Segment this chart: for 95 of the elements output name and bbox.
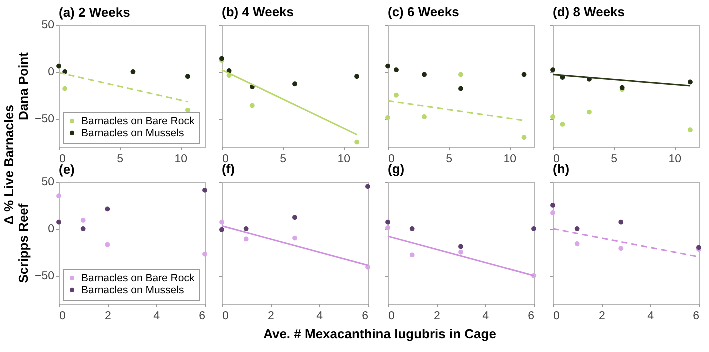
x-tick-label: 4	[316, 310, 324, 322]
point	[80, 226, 86, 232]
point	[386, 64, 390, 69]
point	[550, 68, 556, 72]
y-tick-label: 0	[48, 223, 54, 236]
point	[186, 74, 190, 80]
point	[366, 264, 370, 270]
point	[202, 188, 208, 193]
x-tick-label: 0	[554, 310, 560, 322]
x-tick-label: 6	[528, 310, 534, 322]
point	[550, 210, 556, 216]
point	[386, 115, 390, 120]
point	[250, 103, 255, 108]
point	[386, 220, 390, 225]
x-tick-label: 0	[222, 310, 229, 322]
point	[130, 69, 136, 74]
point	[532, 226, 536, 232]
x-tick-label: 10	[338, 154, 351, 166]
point	[105, 242, 110, 248]
point	[354, 74, 360, 80]
y-tick-label: 50	[42, 176, 54, 188]
x-tick-label: 10	[504, 154, 517, 166]
x-tick-label: 5	[611, 154, 618, 166]
x-tick-label: 10	[668, 154, 682, 166]
y-tick-label: 50	[42, 20, 54, 32]
x-tick-label: 4	[154, 310, 161, 322]
x-tick-label: 6	[693, 310, 700, 322]
point	[56, 194, 62, 199]
point	[560, 122, 566, 127]
point	[688, 128, 693, 133]
point	[202, 252, 208, 257]
point	[105, 206, 110, 212]
point	[244, 236, 249, 242]
chart-title: (d) 8 Weeks	[553, 4, 626, 20]
point	[587, 110, 592, 115]
x-tick-label: 6	[199, 310, 206, 322]
y-axis-title: Scripps Reef	[16, 203, 31, 284]
x-tick-label: 2	[268, 310, 274, 322]
point	[550, 114, 556, 120]
point	[422, 114, 427, 120]
point	[56, 64, 62, 69]
point	[220, 220, 224, 225]
text: Ave. # Mexacanthina lugubris in Cage	[264, 326, 496, 342]
point	[618, 220, 624, 225]
legend-label: Barnacles on Bare Rock	[82, 115, 196, 128]
x-tick-label: 4	[482, 310, 490, 322]
point	[366, 184, 370, 190]
x-tick-label: 2	[434, 310, 440, 322]
point	[386, 226, 390, 230]
point	[394, 92, 399, 98]
point	[292, 82, 298, 87]
x-tick-label: 2	[598, 310, 606, 322]
point	[574, 241, 580, 246]
point	[422, 72, 427, 78]
point	[354, 140, 360, 145]
point	[458, 244, 464, 250]
chart-title: (b) 4 Weeks	[222, 4, 294, 20]
chart-title: (a) 2 Weeks	[59, 5, 130, 20]
y-tick-label: −50	[34, 113, 54, 126]
legend-label: Barnacles on Bare Rock	[82, 272, 196, 284]
point	[522, 135, 527, 140]
point	[458, 86, 464, 92]
point	[244, 226, 249, 232]
text: Δ % Live Barnacles	[2, 105, 16, 225]
point	[80, 218, 86, 223]
point	[62, 86, 68, 92]
point	[618, 246, 624, 252]
y-tick-label: −50	[34, 270, 54, 282]
x-tick-label: 5	[280, 154, 287, 166]
legend-label: Barnacles on Mussels	[82, 127, 184, 140]
legend-label: Barnacles on Mussels	[82, 284, 184, 296]
chart-title: (c) 6 Weeks	[388, 4, 460, 20]
x-tick-label: 5	[446, 154, 453, 166]
x-tick-label: 5	[117, 154, 124, 166]
y-tick-label: 0	[48, 66, 54, 78]
point	[220, 227, 224, 232]
point	[688, 80, 693, 85]
x-tick-label: 6	[362, 310, 368, 322]
point	[550, 203, 556, 208]
point	[394, 68, 399, 72]
x-tick-label: 2	[104, 310, 112, 322]
point	[458, 72, 464, 78]
point	[522, 72, 527, 78]
x-tick-label: 10	[174, 154, 188, 166]
x-tick-label: 0	[60, 310, 66, 322]
point	[410, 252, 415, 258]
point	[56, 220, 62, 225]
x-tick-label: 0	[388, 310, 395, 322]
point	[292, 215, 298, 220]
x-tick-label: 4	[648, 310, 655, 322]
point	[410, 226, 415, 232]
point	[574, 226, 580, 232]
point	[292, 236, 298, 241]
y-axis-title: Dana Point	[16, 52, 31, 120]
point	[458, 250, 464, 255]
